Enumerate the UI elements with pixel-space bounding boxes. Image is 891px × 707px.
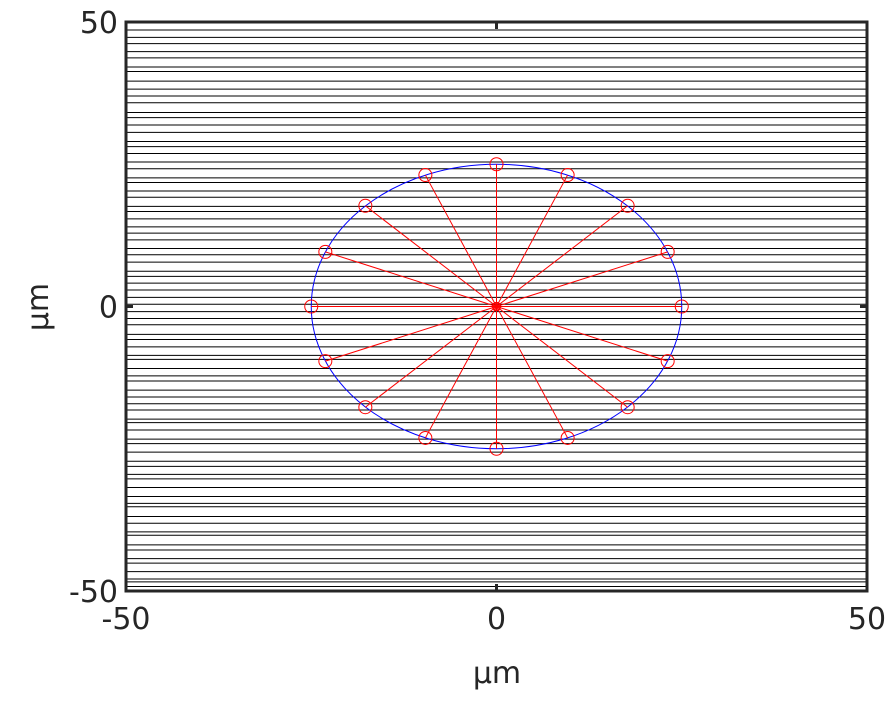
spoke [496,306,668,362]
spoke [496,251,668,307]
spoke [496,205,628,307]
point-marker [620,198,635,213]
point-marker [358,400,373,415]
point-marker [660,354,675,369]
spoke [496,306,628,408]
spoke [365,306,497,408]
point-marker [560,430,575,445]
point-marker [418,168,433,183]
point-marker [489,157,504,172]
point-marker [674,299,689,314]
point-marker [489,441,504,456]
y-tick-label: 50 [80,6,118,41]
spoke [325,251,497,307]
point-marker [358,198,373,213]
point-marker [304,299,319,314]
point-marker [318,354,333,369]
x-tick-label: 50 [848,602,886,637]
point-marker [660,244,675,259]
x-tick-label: 0 [487,602,506,637]
point-marker [620,400,635,415]
x-axis-label: μm [473,656,521,691]
spoke [365,205,497,307]
y-axis-label: μm [21,283,56,331]
y-tick-label: -50 [69,575,118,610]
point-marker [418,430,433,445]
spoke [424,306,497,439]
origin-marker [492,302,501,311]
point-marker [560,168,575,183]
spoke [496,306,569,439]
y-tick-label: 0 [99,291,118,326]
spoke [496,174,569,307]
point-marker [318,244,333,259]
spoke [325,306,497,362]
spoke [424,174,497,307]
x-tick-label: -50 [102,602,151,637]
